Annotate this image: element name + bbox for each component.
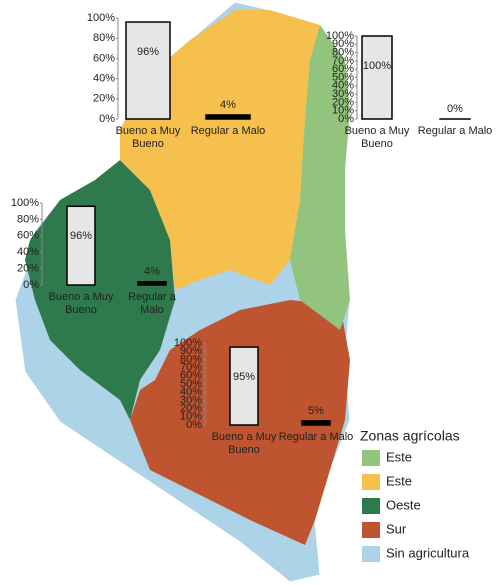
- y-tick-label: 80%: [332, 47, 354, 59]
- y-tick-label: 10%: [332, 105, 354, 117]
- y-tick-label: 40%: [17, 246, 39, 258]
- value-label: 95%: [233, 371, 255, 383]
- y-tick-label: 80%: [17, 213, 39, 225]
- y-tick-label: 40%: [93, 73, 115, 85]
- legend-swatch: [362, 522, 380, 538]
- bar: [205, 114, 251, 120]
- value-label: 96%: [137, 46, 159, 58]
- y-tick-label: 60%: [332, 63, 354, 75]
- legend-swatch: [362, 450, 380, 466]
- y-tick-label: 20%: [332, 96, 354, 108]
- y-tick-label: 0%: [338, 113, 354, 125]
- y-tick-label: 50%: [332, 71, 354, 83]
- y-tick-label: 10%: [180, 411, 202, 423]
- value-label: 96%: [70, 230, 92, 242]
- value-label: 4%: [220, 99, 236, 111]
- legend-swatch: [362, 474, 380, 490]
- region-este-verde: [290, 25, 350, 330]
- legend-swatch: [362, 546, 380, 562]
- bar: [125, 21, 171, 120]
- y-tick-label: 60%: [93, 52, 115, 64]
- value-label: 100%: [363, 60, 391, 72]
- y-tick-label: 90%: [180, 345, 202, 357]
- y-tick-label: 30%: [332, 88, 354, 100]
- x-tick-label: Bueno a Muy Bueno: [48, 291, 114, 316]
- legend-label: Oeste: [386, 497, 421, 512]
- y-tick-label: 40%: [332, 80, 354, 92]
- y-tick-label: 50%: [180, 378, 202, 390]
- y-tick-label: 100%: [11, 197, 39, 209]
- x-tick-label: Regular a Malo: [278, 431, 354, 443]
- legend-label: Este: [386, 473, 412, 488]
- bar: [229, 346, 259, 426]
- y-tick-label: 0%: [186, 419, 202, 431]
- y-tick-label: 70%: [332, 55, 354, 67]
- y-tick-label: 20%: [17, 263, 39, 275]
- value-label: 0%: [447, 103, 463, 115]
- y-tick-label: 20%: [93, 93, 115, 105]
- y-tick-label: 0%: [23, 279, 39, 291]
- legend-title: Zonas agrícolas: [360, 428, 460, 444]
- x-tick-label: Regular a Malo: [128, 291, 176, 316]
- region-oeste: [25, 160, 175, 420]
- x-tick-label: Bueno a Muy Bueno: [211, 431, 277, 456]
- bar: [301, 420, 331, 426]
- y-tick-label: 30%: [180, 394, 202, 406]
- y-tick-label: 100%: [174, 337, 202, 349]
- legend-label: Este: [386, 449, 412, 464]
- y-tick-label: 80%: [93, 32, 115, 44]
- y-tick-label: 100%: [326, 30, 354, 42]
- y-tick-label: 90%: [332, 38, 354, 50]
- x-tick-label: Bueno a Muy Bueno: [115, 125, 181, 150]
- legend-swatch: [362, 498, 380, 514]
- y-tick-label: 60%: [180, 370, 202, 382]
- y-tick-label: 60%: [17, 230, 39, 242]
- value-label: 4%: [144, 266, 160, 278]
- bar: [361, 35, 393, 120]
- y-tick-label: 100%: [87, 12, 115, 24]
- y-tick-label: 40%: [180, 386, 202, 398]
- y-tick-label: 0%: [99, 113, 115, 125]
- bar: [137, 280, 167, 286]
- bar: [66, 205, 96, 286]
- legend-label: Sin agricultura: [386, 545, 470, 560]
- y-tick-label: 20%: [180, 403, 202, 415]
- x-tick-label: Bueno a Muy Bueno: [344, 125, 410, 150]
- value-label: 5%: [308, 405, 324, 417]
- y-tick-label: 70%: [180, 362, 202, 374]
- x-tick-label: Regular a Malo: [417, 125, 493, 137]
- y-tick-label: 80%: [180, 353, 202, 365]
- legend-label: Sur: [386, 521, 407, 536]
- x-tick-label: Regular a Malo: [190, 125, 266, 137]
